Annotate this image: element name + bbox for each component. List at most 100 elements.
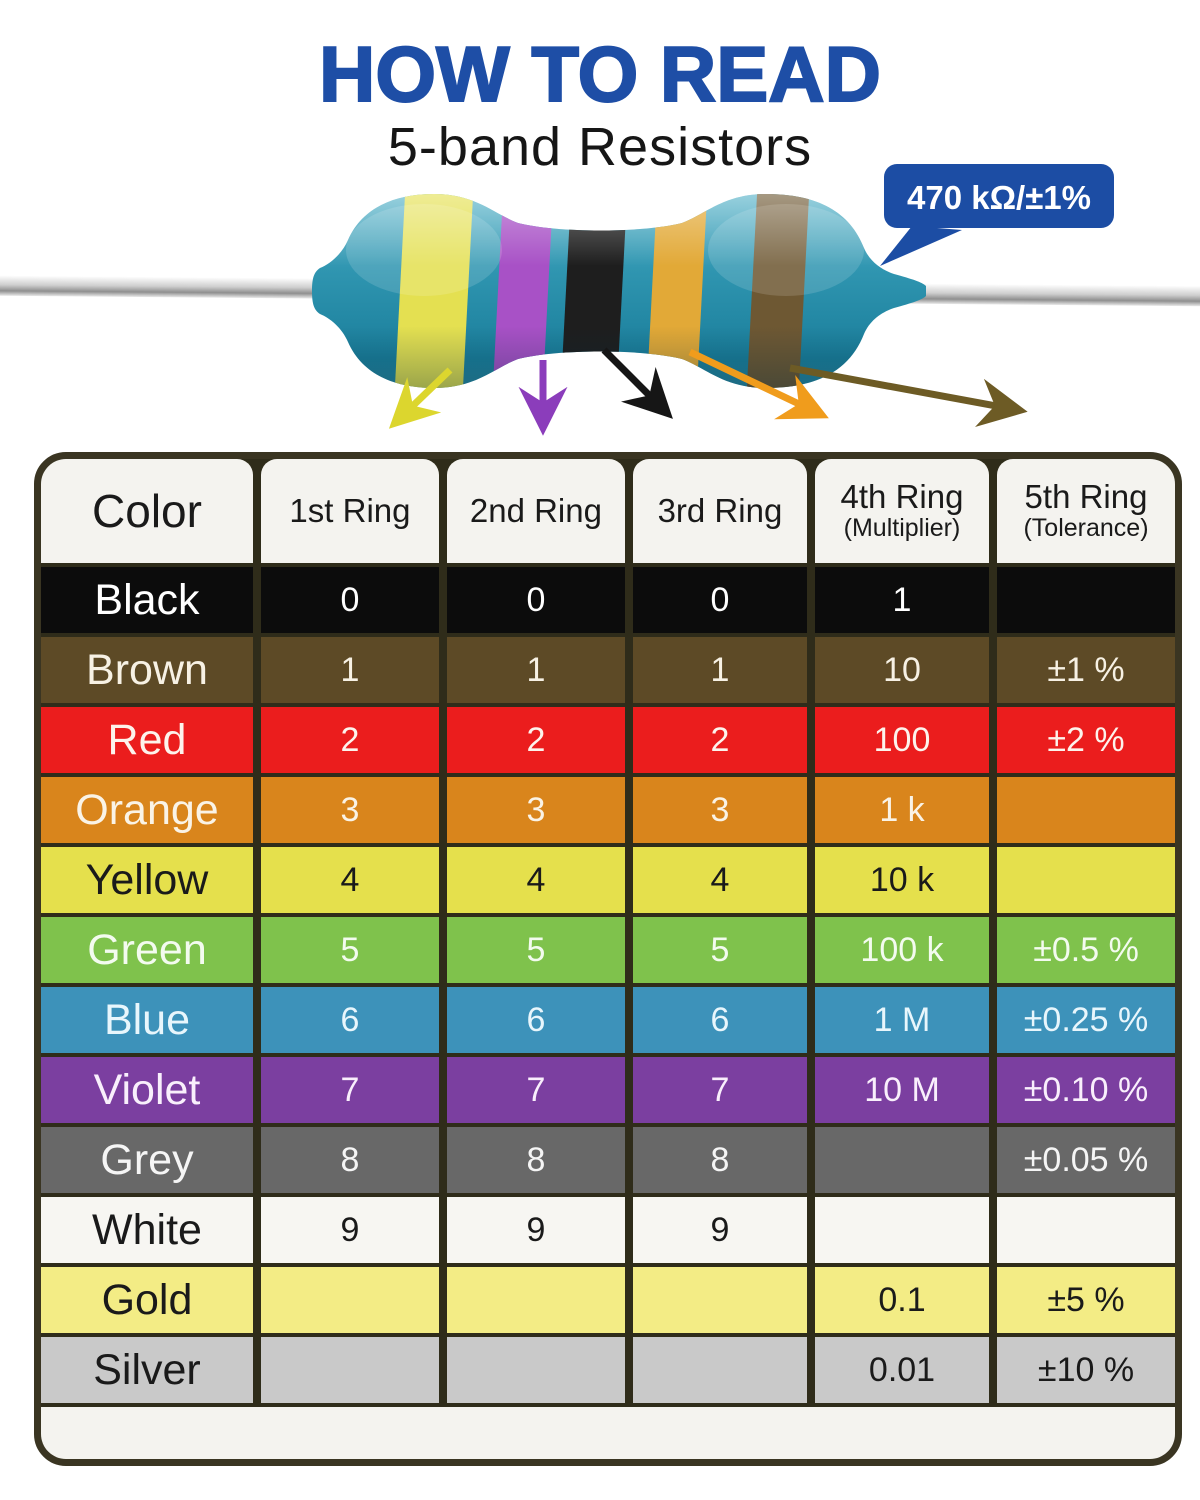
value-callout-tail [880, 226, 962, 266]
row-color-name: Blue [41, 987, 253, 1053]
row-multiplier [814, 1127, 990, 1193]
row-ring1: 9 [260, 1197, 439, 1263]
row-tolerance [997, 1197, 1175, 1263]
row-ring1: 8 [260, 1127, 439, 1193]
table-row: Gold 0.1 ±5 % [41, 1267, 1175, 1333]
row-color-name: Red [41, 707, 253, 773]
row-color-name: Yellow [41, 847, 253, 913]
row-multiplier: 1 [814, 567, 990, 633]
row-ring2: 1 [446, 637, 625, 703]
row-multiplier: 10 k [814, 847, 990, 913]
row-ring1: 7 [260, 1057, 439, 1123]
row-ring3: 5 [632, 917, 807, 983]
row-ring1: 2 [260, 707, 439, 773]
value-callout-text: 470 kΩ/±1% [907, 179, 1091, 216]
row-color-name: Grey [41, 1127, 253, 1193]
row-multiplier: 10 M [814, 1057, 990, 1123]
row-ring2: 9 [446, 1197, 625, 1263]
header-label: 3rd Ring [657, 491, 783, 529]
row-ring1 [260, 1337, 439, 1403]
row-ring3 [632, 1267, 807, 1333]
row-ring2: 0 [446, 567, 625, 633]
row-ring2: 5 [446, 917, 625, 983]
header-cell: 3rd Ring [632, 459, 807, 563]
row-color-name: Gold [41, 1267, 253, 1333]
row-ring3: 4 [632, 847, 807, 913]
table-row: Brown 1 1 1 10 ±1 % [41, 637, 1175, 703]
table-row: Orange 3 3 3 1 k [41, 777, 1175, 843]
row-multiplier: 0.01 [814, 1337, 990, 1403]
row-ring2: 2 [446, 707, 625, 773]
row-tolerance: ±5 % [997, 1267, 1175, 1333]
row-tolerance: ±0.5 % [997, 917, 1175, 983]
row-ring3: 7 [632, 1057, 807, 1123]
row-ring2: 6 [446, 987, 625, 1053]
header-sub: (Multiplier) [843, 514, 961, 543]
body-shade [312, 326, 926, 388]
row-multiplier: 0.1 [814, 1267, 990, 1333]
row-color-name: Black [41, 567, 253, 633]
row-ring1: 1 [260, 637, 439, 703]
header-label: 2nd Ring [469, 491, 602, 529]
row-multiplier [814, 1197, 990, 1263]
arrow-4th-ring [688, 348, 829, 420]
row-ring3: 9 [632, 1197, 807, 1263]
page-subtitle: 5-band Resistors [387, 117, 813, 178]
table-row: Black 0 0 0 1 [41, 567, 1175, 633]
row-ring3 [632, 1337, 807, 1403]
row-ring2 [446, 1337, 625, 1403]
row-multiplier: 1 k [814, 777, 990, 843]
row-multiplier: 100 k [814, 917, 990, 983]
row-color-name: White [41, 1197, 253, 1263]
table-row: Violet 7 7 7 10 M ±0.10 % [41, 1057, 1175, 1123]
header-label: 1st Ring [289, 491, 411, 529]
row-ring3: 1 [632, 637, 807, 703]
table-row: Red 2 2 2 100 ±2 % [41, 707, 1175, 773]
table-row: Silver 0.01 ±10 % [41, 1337, 1175, 1403]
row-ring3: 3 [632, 777, 807, 843]
row-ring2: 7 [446, 1057, 625, 1123]
row-ring3: 2 [632, 707, 807, 773]
row-color-name: Green [41, 917, 253, 983]
page-title: HOW TO READ [318, 30, 882, 118]
row-ring2 [446, 1267, 625, 1333]
row-tolerance: ±0.10 % [997, 1057, 1175, 1123]
header-cell: Color [41, 459, 253, 563]
row-multiplier: 100 [814, 707, 990, 773]
row-tolerance [997, 567, 1175, 633]
row-ring2: 4 [446, 847, 625, 913]
header-cell: 2nd Ring [446, 459, 625, 563]
row-color-name: Silver [41, 1337, 253, 1403]
row-tolerance [997, 847, 1175, 913]
header-label: 5th Ring [1024, 478, 1148, 516]
row-ring1: 5 [260, 917, 439, 983]
row-ring3: 6 [632, 987, 807, 1053]
header-cell: 4th Ring (Multiplier) [814, 459, 990, 563]
arrow-1st-ring [388, 367, 453, 429]
table-header-row: Color 1st Ring 2nd Ring 3rd Ring 4th Rin… [41, 459, 1175, 563]
table-body: Black 0 0 0 1 Brown 1 1 1 10 ±1 % Red 2 … [41, 567, 1175, 1403]
header-label: Color [92, 484, 202, 537]
row-ring2: 8 [446, 1127, 625, 1193]
row-tolerance: ±2 % [997, 707, 1175, 773]
row-tolerance: ±1 % [997, 637, 1175, 703]
row-tolerance: ±0.25 % [997, 987, 1175, 1053]
row-ring3: 8 [632, 1127, 807, 1193]
row-ring1: 3 [260, 777, 439, 843]
row-ring2: 3 [446, 777, 625, 843]
row-tolerance [997, 777, 1175, 843]
row-ring3: 0 [632, 567, 807, 633]
table-row: Yellow 4 4 4 10 k [41, 847, 1175, 913]
resistor-illustration: 470 kΩ/±1% [0, 164, 1200, 436]
row-ring1: 0 [260, 567, 439, 633]
header-sub: (Tolerance) [1023, 514, 1149, 543]
body-gloss [312, 194, 926, 266]
value-callout [884, 164, 1114, 228]
header-label: 4th Ring [840, 478, 964, 516]
row-tolerance: ±0.05 % [997, 1127, 1175, 1193]
row-color-name: Violet [41, 1057, 253, 1123]
row-color-name: Orange [41, 777, 253, 843]
table-row: Green 5 5 5 100 k ±0.5 % [41, 917, 1175, 983]
table-row: Blue 6 6 6 1 M ±0.25 % [41, 987, 1175, 1053]
